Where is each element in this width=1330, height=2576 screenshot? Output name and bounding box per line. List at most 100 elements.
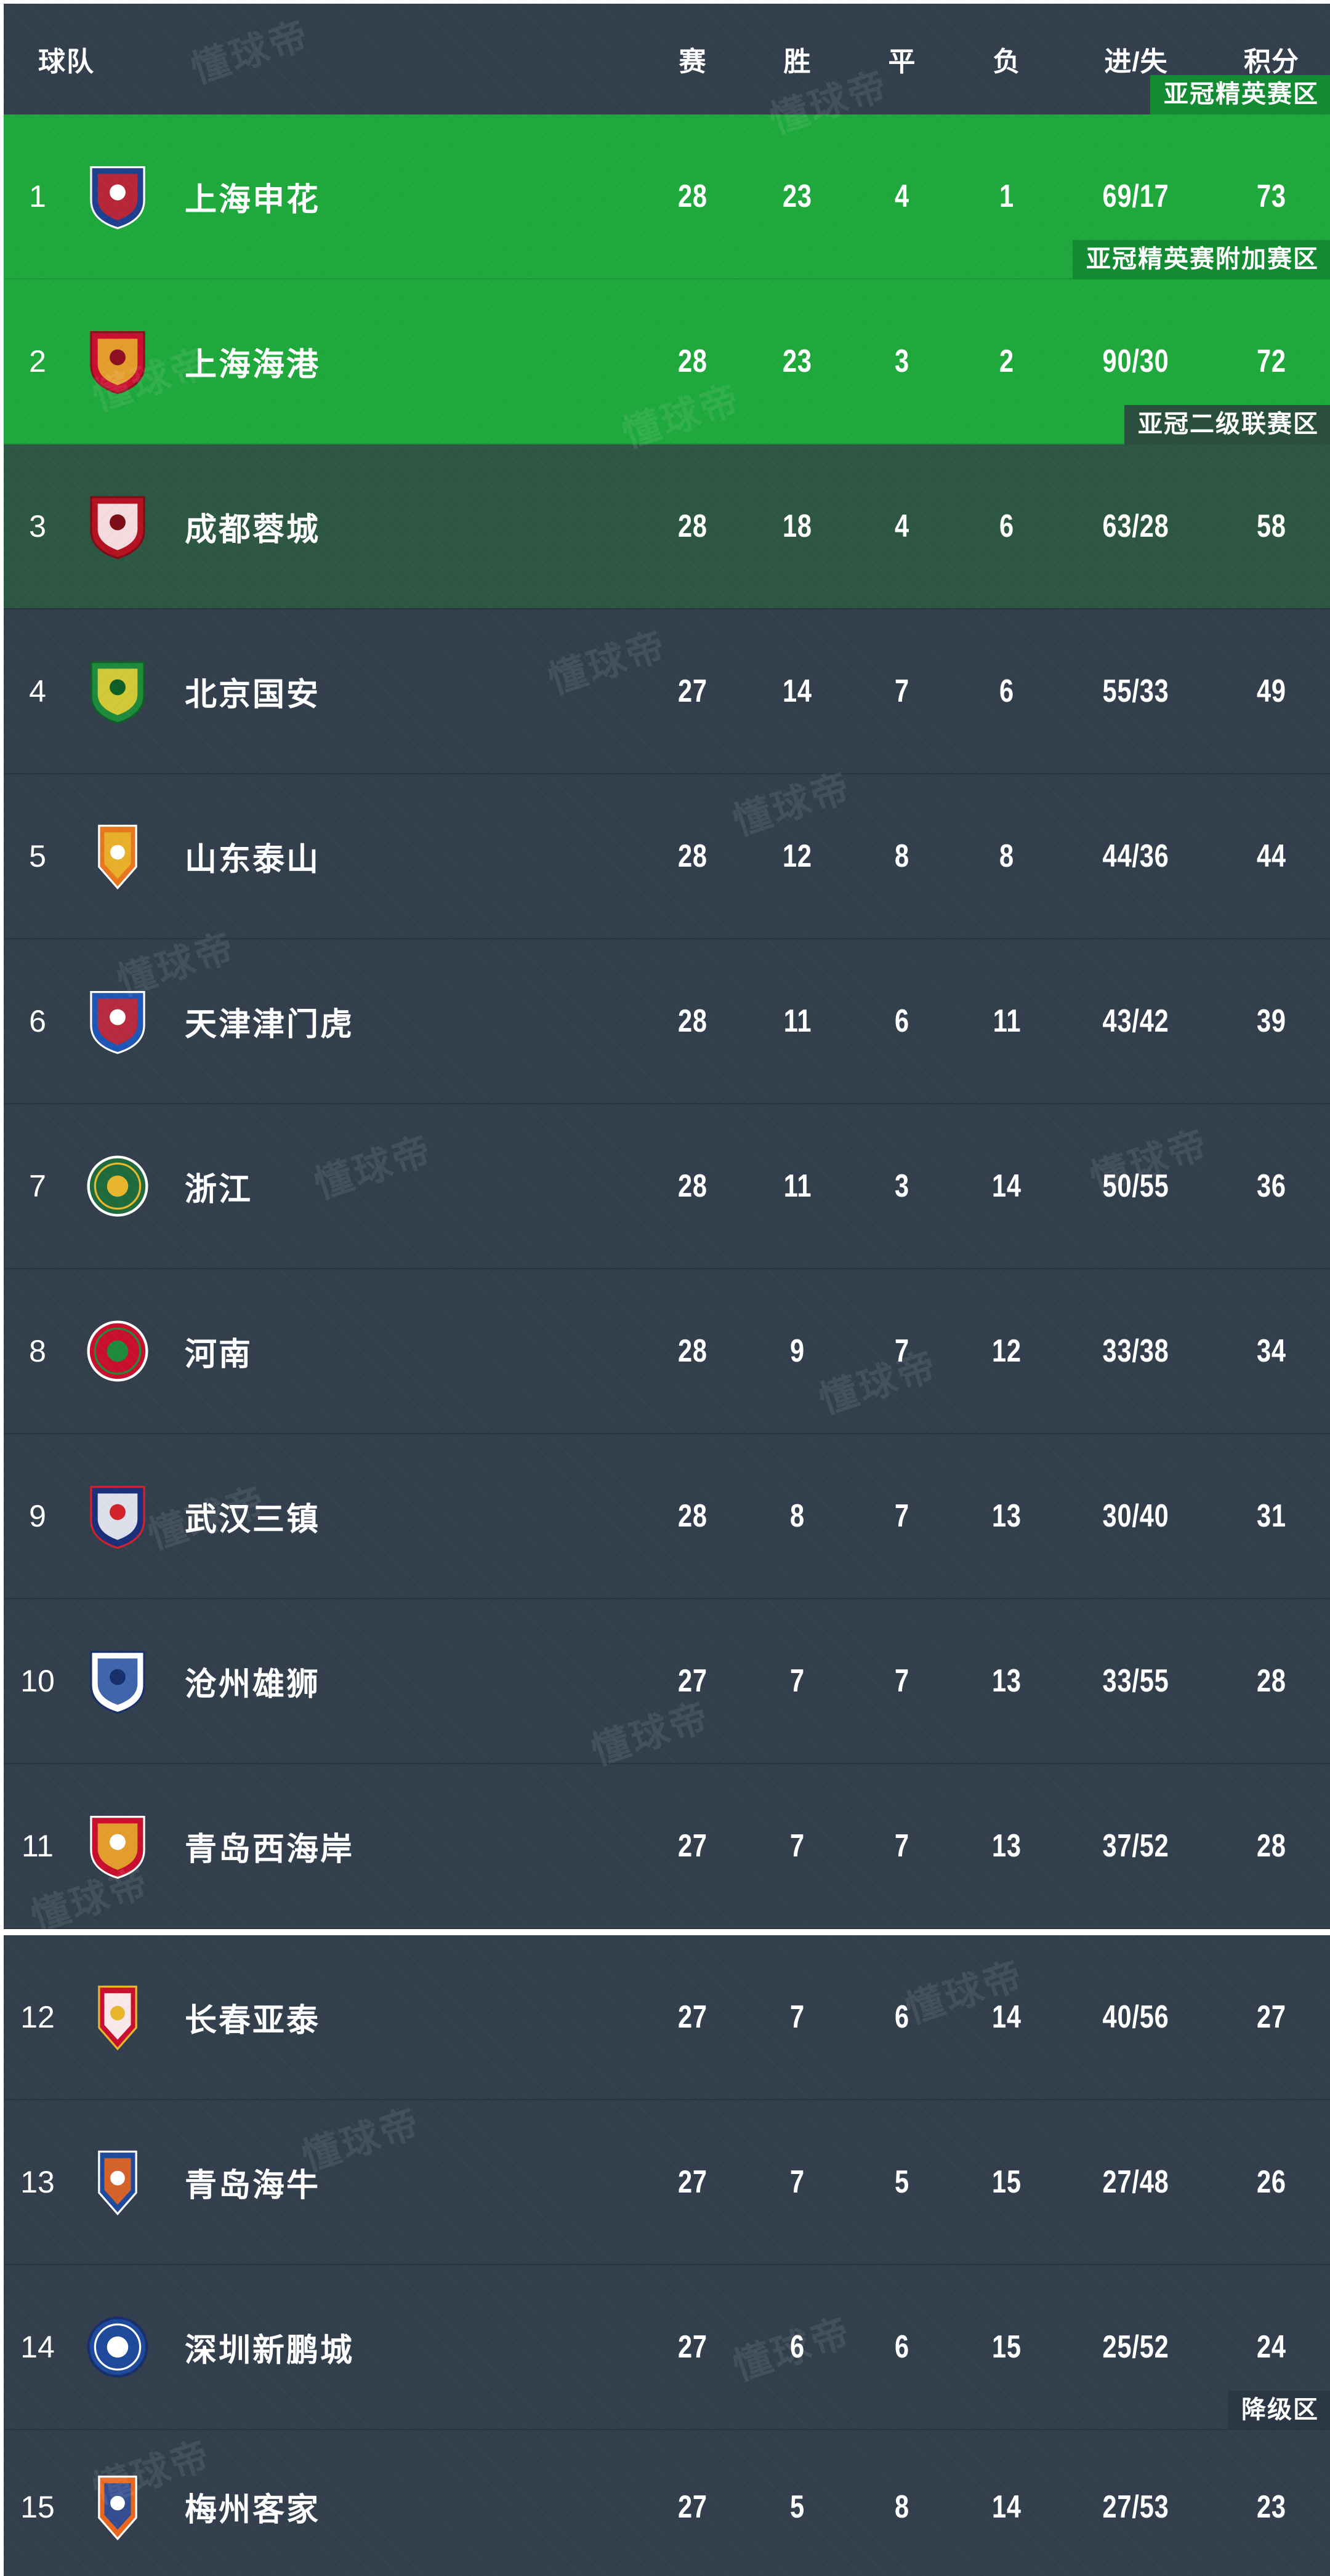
row-team-name[interactable]: 河南 (185, 1336, 253, 1373)
row-draw: 6 (895, 1999, 909, 2035)
row-points: 72 (1257, 343, 1286, 379)
table-row[interactable]: 11 青岛西海岸 27 7 7 13 37/52 28 (4, 1764, 1330, 1929)
row-points: 27 (1257, 1999, 1286, 2035)
row-played: 27 (678, 1663, 707, 1699)
zone-badge: 亚冠精英赛附加赛区 (1073, 240, 1330, 279)
row-team-name[interactable]: 武汉三镇 (185, 1501, 321, 1538)
row-points: 58 (1257, 508, 1286, 544)
row-goal-diff: 55/33 (1102, 673, 1170, 709)
row-goal-diff: 27/48 (1102, 2164, 1170, 2200)
row-goal-diff: 40/56 (1102, 1999, 1170, 2035)
row-team-name[interactable]: 上海申花 (185, 182, 321, 218)
wuhan-three-towns-crest (71, 1482, 164, 1551)
row-team-name[interactable]: 上海海港 (185, 347, 321, 383)
row-played: 28 (678, 1168, 707, 1204)
table-row[interactable]: 8 河南 28 9 7 12 33/38 34 (4, 1269, 1330, 1434)
qingdao-west-coast-crest (71, 1812, 164, 1880)
row-team-name[interactable]: 长春亚泰 (185, 2002, 321, 2039)
row-draw: 4 (895, 179, 909, 214)
shanghai-port-crest (71, 327, 164, 396)
row-win: 7 (790, 2164, 805, 2200)
column-header-played: 赛 (679, 47, 707, 77)
table-row[interactable]: 5 山东泰山 28 12 8 8 44/36 44 (4, 774, 1330, 939)
row-rank: 2 (29, 344, 46, 379)
row-rank: 9 (29, 1499, 46, 1533)
row-rank: 14 (20, 2330, 55, 2364)
row-goal-diff: 33/38 (1102, 1333, 1170, 1369)
row-rank: 3 (29, 509, 46, 544)
row-win: 12 (783, 838, 812, 874)
table-row[interactable]: 4 北京国安 27 14 7 6 55/33 49 (4, 609, 1330, 774)
row-loss: 13 (992, 1828, 1022, 1864)
row-goal-diff: 27/53 (1102, 2489, 1170, 2525)
row-team-name[interactable]: 青岛西海岸 (185, 1831, 355, 1868)
row-rank: 12 (20, 2000, 55, 2034)
row-loss: 15 (992, 2164, 1022, 2200)
shandong-taishan-crest (71, 822, 164, 891)
row-played: 28 (678, 508, 707, 544)
row-rank: 10 (20, 1664, 55, 1698)
row-rank: 8 (29, 1334, 46, 1368)
row-win: 7 (790, 1828, 805, 1864)
row-team-name[interactable]: 青岛海牛 (185, 2167, 321, 2204)
chengdu-rongcheng-crest (71, 492, 164, 561)
row-loss: 15 (992, 2329, 1022, 2365)
row-team-name[interactable]: 梅州客家 (185, 2492, 321, 2528)
row-loss: 14 (992, 1168, 1022, 1204)
table-row[interactable]: 降级区 15 梅州客家 27 5 8 14 27/53 23 (4, 2391, 1330, 2576)
table-row[interactable]: 12 长春亚泰 27 7 6 14 40/56 27 (4, 1935, 1330, 2100)
row-points: 34 (1257, 1333, 1286, 1369)
row-played: 28 (678, 838, 707, 874)
row-team-name[interactable]: 北京国安 (185, 676, 321, 713)
column-header-team: 球队 (38, 47, 95, 77)
row-draw: 6 (895, 2329, 909, 2365)
row-played: 28 (678, 1003, 707, 1039)
row-team-name[interactable]: 天津津门虎 (185, 1006, 355, 1043)
row-played: 27 (678, 1828, 707, 1864)
row-rank: 11 (22, 1829, 54, 1863)
row-played: 27 (678, 1999, 707, 2035)
table-row[interactable]: 6 天津津门虎 28 11 6 11 43/42 39 (4, 939, 1330, 1104)
zone-badge: 亚冠精英赛区 (1150, 75, 1330, 114)
table-row[interactable]: 9 武汉三镇 28 8 7 13 30/40 31 (4, 1434, 1330, 1599)
row-loss: 1 (999, 179, 1014, 214)
row-win: 7 (790, 1999, 805, 2035)
row-win: 11 (783, 1003, 812, 1039)
table-header-row: 球队 赛 胜 平 负 进/失 积分 (4, 4, 1330, 114)
table-row[interactable]: 14 深圳新鹏城 27 6 6 15 25/52 24 (4, 2265, 1330, 2430)
row-win: 5 (790, 2489, 805, 2525)
row-draw: 7 (895, 1498, 909, 1534)
row-points: 73 (1257, 179, 1286, 214)
row-points: 49 (1257, 673, 1286, 709)
row-team-name[interactable]: 山东泰山 (185, 841, 321, 878)
row-team-name[interactable]: 成都蓉城 (185, 512, 321, 548)
row-loss: 13 (992, 1663, 1022, 1699)
row-team-name[interactable]: 沧州雄狮 (185, 1666, 321, 1703)
row-draw: 7 (895, 1828, 909, 1864)
column-header-draw: 平 (888, 47, 916, 77)
table-row[interactable]: 10 沧州雄狮 27 7 7 13 33/55 28 (4, 1599, 1330, 1764)
table-row[interactable]: 13 青岛海牛 27 7 5 15 27/48 26 (4, 2100, 1330, 2265)
row-win: 8 (790, 1498, 805, 1534)
row-points: 44 (1257, 838, 1286, 874)
standings-rows: 亚冠精英赛区 1 上海申花 28 23 4 1 69/17 73 亚冠精英赛附加… (4, 75, 1330, 2576)
row-played: 27 (678, 2164, 707, 2200)
row-team-name[interactable]: 浙江 (185, 1171, 253, 1208)
zone-badge: 降级区 (1228, 2391, 1330, 2430)
tianjin-jinmen-tiger-crest (71, 987, 164, 1056)
row-draw: 3 (895, 1168, 909, 1204)
row-points: 28 (1257, 1828, 1286, 1864)
row-rank: 13 (20, 2165, 55, 2199)
column-header-points: 积分 (1244, 47, 1299, 77)
row-team-name[interactable]: 深圳新鹏城 (185, 2332, 355, 2369)
meizhou-hakka-crest (71, 2473, 164, 2542)
table-row[interactable]: 7 浙江 28 11 3 14 50/55 36 (4, 1104, 1330, 1269)
row-points: 39 (1257, 1003, 1286, 1039)
shanghai-shenhua-crest (71, 162, 164, 231)
table-row[interactable]: 亚冠二级联赛区 3 成都蓉城 28 18 4 6 63/28 58 (4, 405, 1330, 609)
row-loss: 14 (992, 2489, 1022, 2525)
row-draw: 8 (895, 2489, 909, 2525)
row-draw: 7 (895, 673, 909, 709)
column-header-win: 胜 (783, 47, 812, 77)
